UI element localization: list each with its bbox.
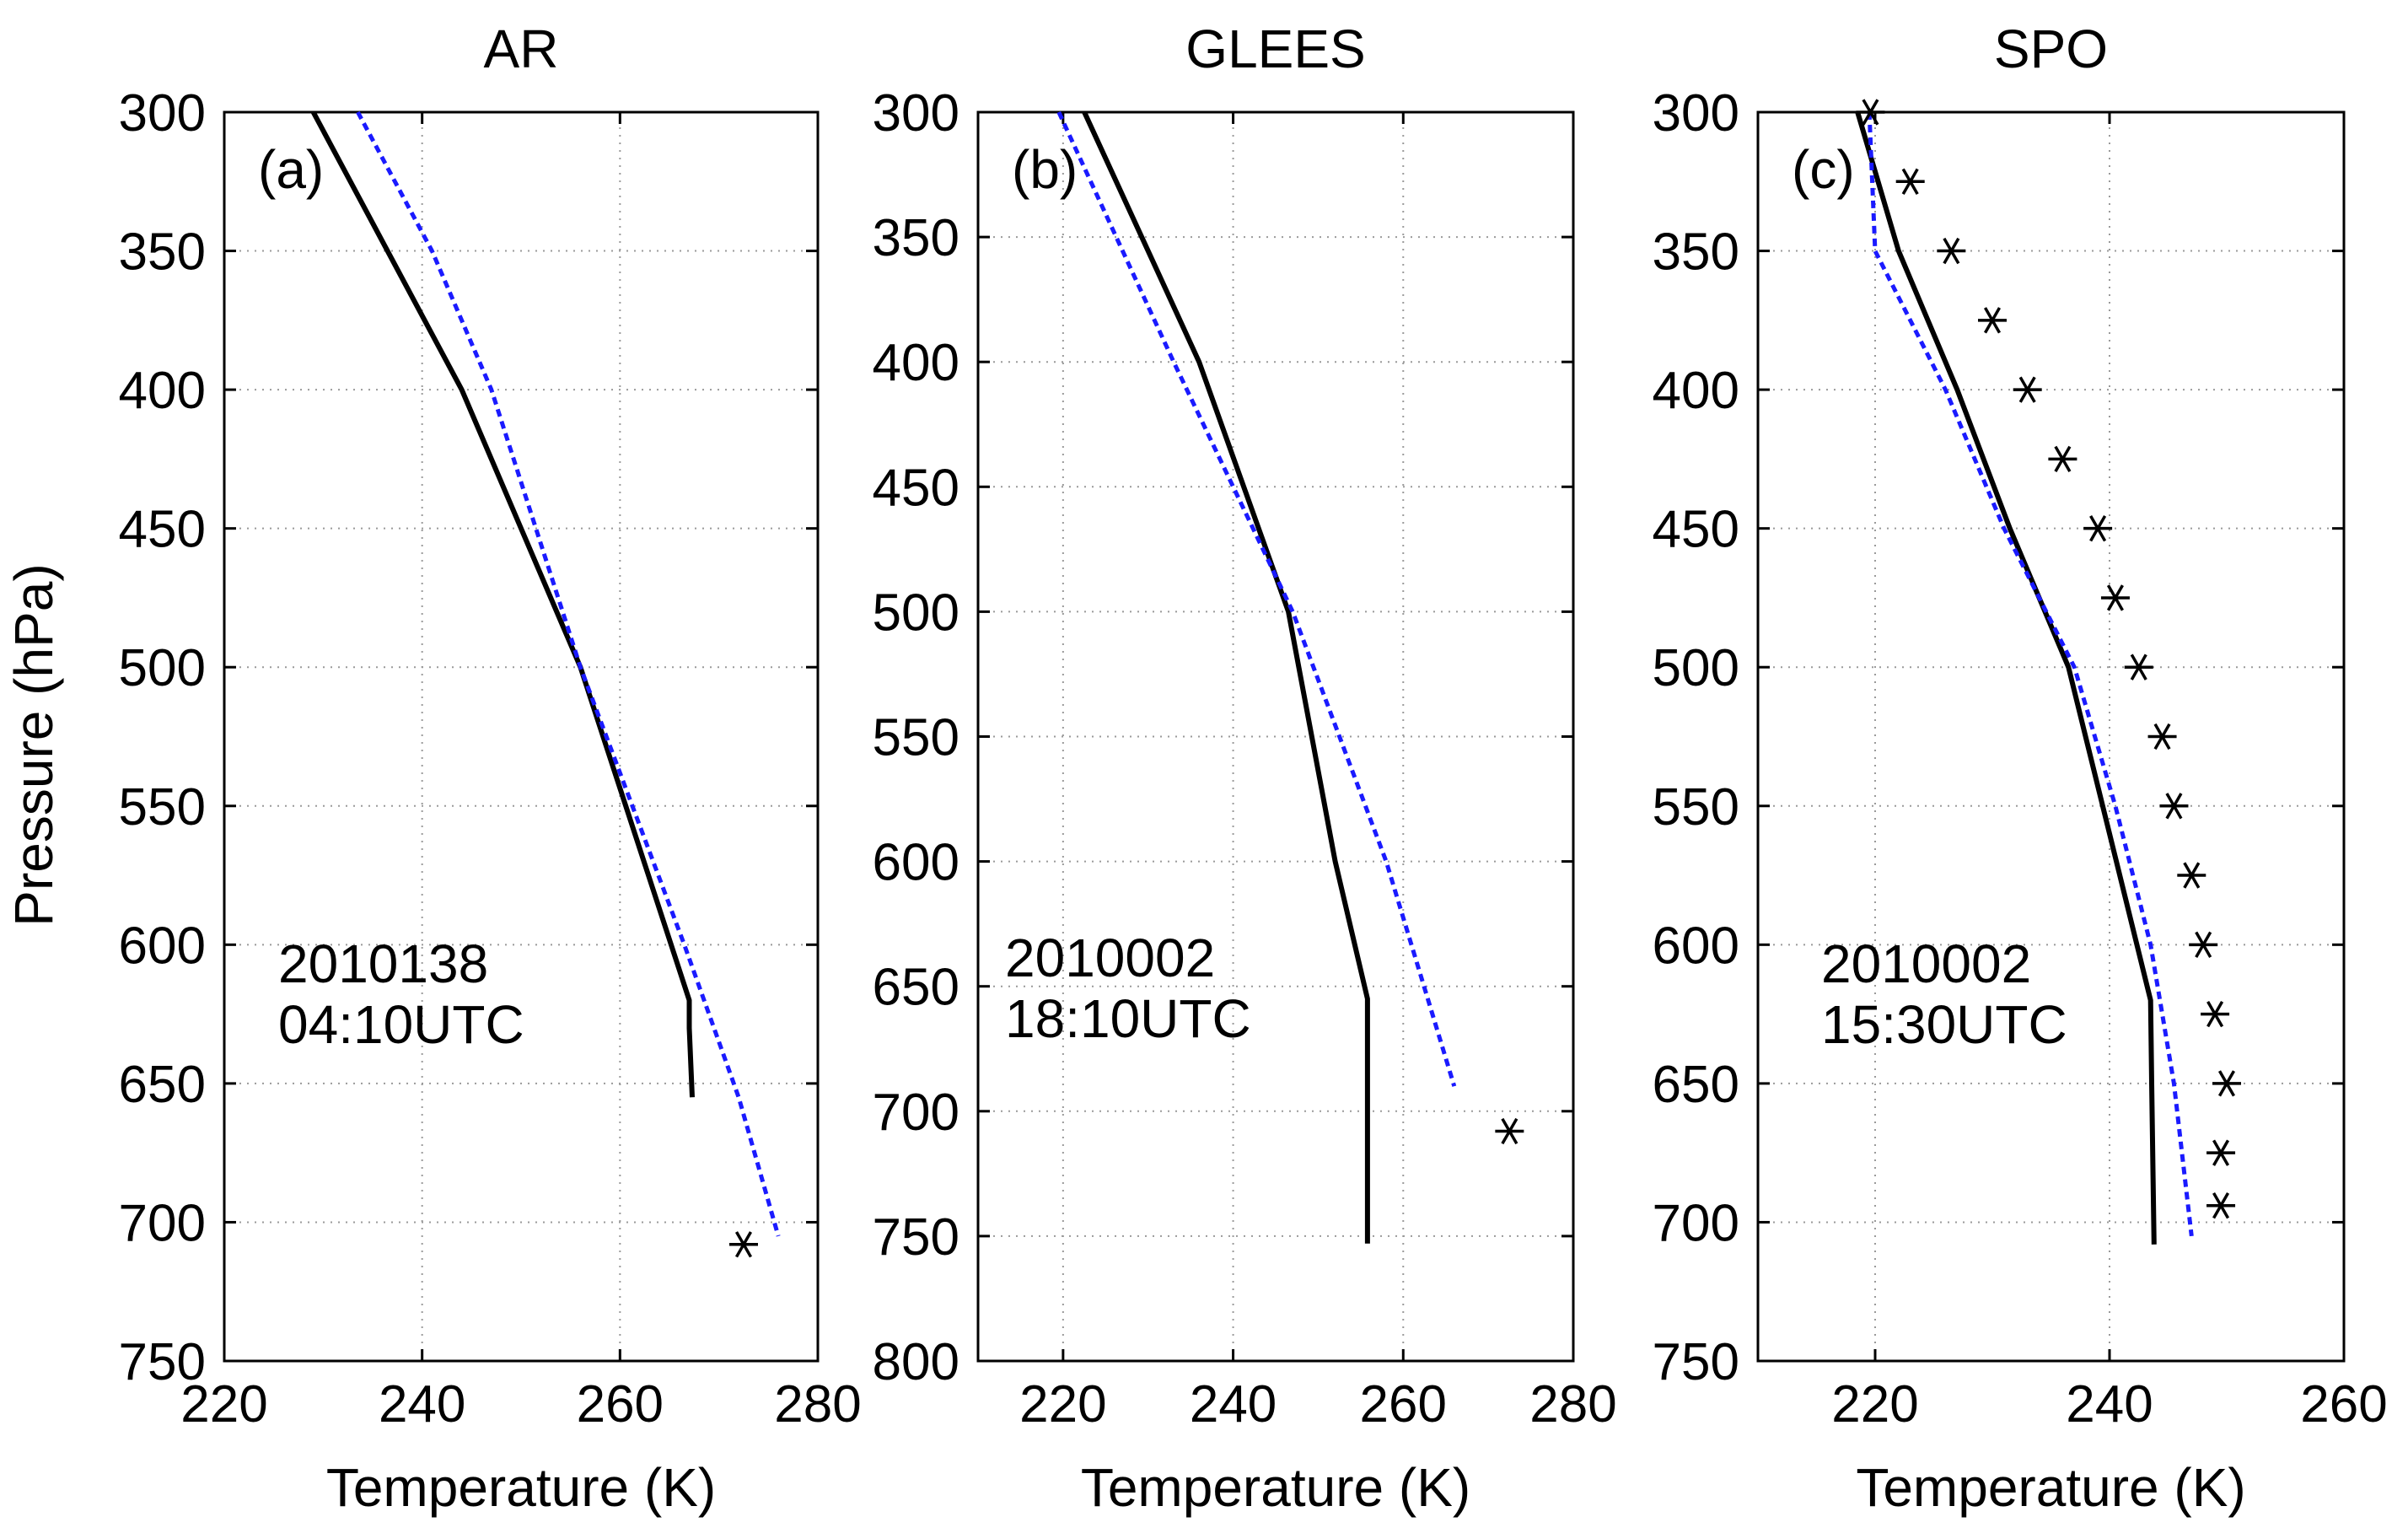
asterisk-marker (2159, 793, 2189, 820)
y-tick-label: 500 (119, 639, 206, 697)
asterisk-marker (2177, 862, 2206, 889)
asterisk-marker (2206, 1192, 2236, 1219)
x-axis-label: Temperature (K) (1856, 1457, 2245, 1518)
series-line-dashed-blue (1867, 111, 2194, 1237)
y-tick-label: 600 (873, 834, 959, 892)
asterisk-marker (2206, 1139, 2236, 1166)
y-tick-label: 450 (119, 501, 206, 559)
annotation-date: 2010138 (278, 933, 488, 994)
y-tick-label: 550 (1653, 778, 1739, 836)
y-tick-label: 300 (119, 84, 206, 143)
y-tick-label: 650 (873, 959, 959, 1017)
y-tick-label: 650 (119, 1056, 206, 1114)
x-tick-label: 220 (180, 1375, 267, 1433)
y-tick-label: 600 (119, 917, 206, 975)
x-tick-label: 280 (1529, 1375, 1616, 1433)
asterisk-marker (1895, 168, 1925, 195)
plot-frame (1756, 110, 2346, 1363)
panel-title: GLEES (1185, 19, 1365, 79)
y-tick-label: 350 (119, 223, 206, 282)
y-tick-label: 300 (873, 84, 959, 143)
y-tick-label: 400 (1653, 362, 1739, 420)
asterisk-marker (2124, 654, 2153, 680)
y-axis-label: Pressure (hPa) (3, 563, 64, 926)
asterisk-marker (729, 1231, 758, 1258)
y-tick-label: 300 (1653, 84, 1739, 143)
panel-label: (c) (1792, 139, 1855, 200)
y-tick-label: 450 (1653, 501, 1739, 559)
panel-spo: 220 240 260 300 350 400 450 500 550 600 650 700 750 S… (1653, 19, 2388, 1518)
y-tick-label: 500 (1653, 639, 1739, 697)
y-tick-label: 350 (1653, 223, 1739, 282)
y-tick-label: 800 (873, 1333, 959, 1391)
y-tick-label: 700 (1653, 1194, 1739, 1252)
panel-glees: 220 240 260 280 300 350 400 450 500 550 600 650 700 7… (873, 19, 1617, 1518)
y-tick-label: 750 (873, 1208, 959, 1267)
y-tick-label: 550 (119, 778, 206, 836)
x-tick-label: 280 (774, 1375, 861, 1433)
asterisk-marker (2147, 723, 2177, 750)
x-axis-label: Temperature (K) (1081, 1457, 1470, 1518)
series-line-solid-black (1855, 111, 2157, 1245)
x-tick-label: 220 (1019, 1375, 1106, 1433)
y-tick-label: 700 (119, 1194, 206, 1252)
asterisk-marker (1978, 307, 2007, 334)
asterisk-marker (2048, 445, 2077, 473)
asterisk-marker (2100, 584, 2130, 611)
series-line-dashed-blue (356, 110, 781, 1237)
annotation-time: 04:10UTC (278, 994, 524, 1055)
asterisk-marker (1937, 237, 1966, 265)
annotation-time: 18:10UTC (1005, 988, 1251, 1049)
y-tick-label: 750 (119, 1333, 206, 1391)
panel-ar: 220 240 260 280 300 350 400 450 500 550 600 650 700 7… (3, 19, 862, 1518)
y-tick-label: 350 (873, 209, 959, 267)
asterisk-marker (1495, 1117, 1524, 1145)
y-tick-label: 400 (119, 362, 206, 420)
asterisk-marker (2083, 515, 2113, 542)
series-line-solid-black (310, 110, 695, 1098)
panel-title: AR (484, 19, 559, 79)
x-tick-label: 260 (577, 1375, 664, 1433)
x-tick-label: 240 (1190, 1375, 1277, 1433)
annotation-time: 15:30UTC (1821, 994, 2067, 1055)
y-tick-label: 400 (873, 334, 959, 392)
y-tick-label: 600 (1653, 917, 1739, 975)
y-tick-label: 500 (873, 584, 959, 642)
x-tick-label: 260 (2300, 1375, 2387, 1433)
asterisk-marker (2013, 376, 2042, 403)
panel-label: (b) (1012, 139, 1078, 200)
y-tick-label: 700 (873, 1084, 959, 1142)
y-tick-label: 750 (1653, 1333, 1739, 1391)
asterisk-marker (2189, 931, 2218, 958)
asterisk-marker (1856, 99, 1885, 126)
annotation-date: 2010002 (1005, 928, 1215, 988)
series-line-dashed-blue (1056, 110, 1457, 1087)
asterisk-marker (2201, 1000, 2230, 1028)
x-tick-label: 240 (2066, 1375, 2153, 1433)
y-tick-label: 650 (1653, 1056, 1739, 1114)
x-tick-label: 260 (1360, 1375, 1447, 1433)
asterisk-marker (2212, 1070, 2241, 1097)
panel-label: (a) (258, 139, 324, 200)
plot-frame (223, 110, 820, 1363)
annotation-date: 2010002 (1821, 933, 2031, 994)
y-tick-label: 550 (873, 709, 959, 767)
panel-title: SPO (1994, 19, 2108, 79)
x-axis-label: Temperature (K) (326, 1457, 716, 1518)
x-tick-label: 220 (1831, 1375, 1918, 1433)
series-line-solid-black (1082, 110, 1370, 1244)
x-tick-label: 240 (379, 1375, 465, 1433)
y-tick-label: 450 (873, 459, 959, 517)
